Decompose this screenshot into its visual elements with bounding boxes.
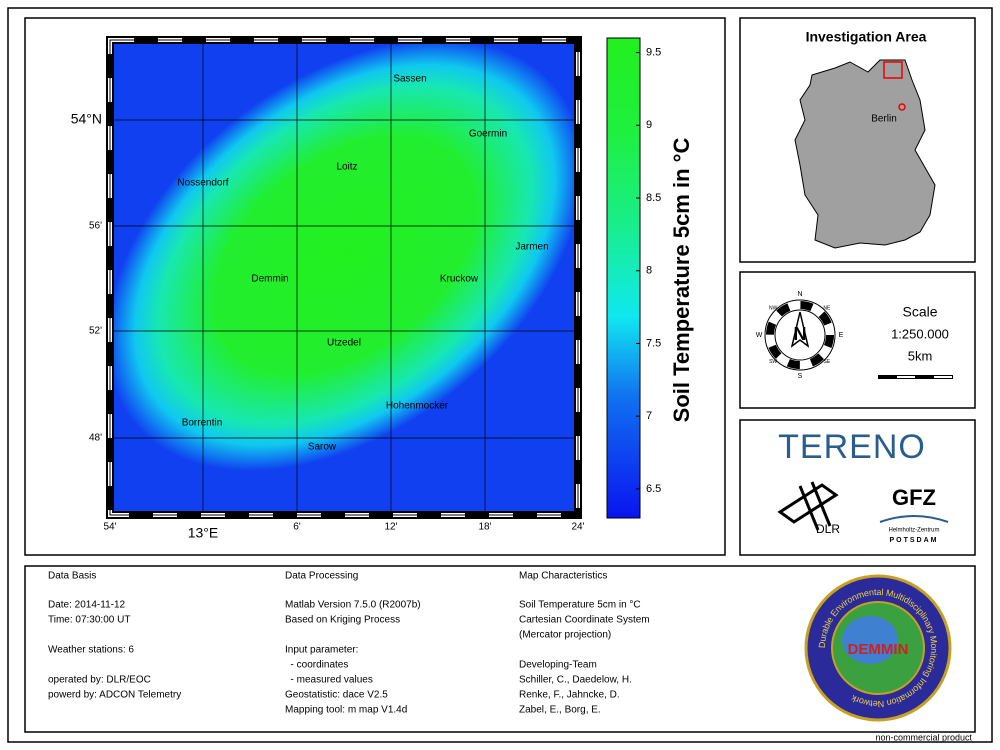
info-line: Developing-Team [519,660,597,671]
info-line: operated by: DLR/EOC [48,675,151,686]
compass-point: NE [823,305,831,311]
town-label: Utzedel [327,338,361,349]
compass-point: S [798,373,803,380]
info-line: powerd by: ADCON Telemetry [48,690,181,701]
lon-label: 54' [103,522,116,533]
lon-label: 6' [293,522,301,533]
town-label: Sassen [393,74,426,85]
heat-field [110,40,578,515]
compass-point: E [839,332,844,339]
scale-ratio: 1:250.000 [891,326,949,341]
scale-bar [878,375,953,379]
lat-label: 48' [89,433,102,444]
info-line: Weather stations: 6 [48,645,134,656]
town-label: Kruckow [440,274,479,285]
lon-label: 13°E [188,525,219,541]
lon-label: 12' [384,522,397,533]
lat-label: 52' [89,326,102,337]
compass-point: SE [824,359,831,365]
info-heading: Data Processing [285,571,358,582]
info-heading: Map Characteristics [519,571,607,582]
svg-text:N: N [794,324,807,344]
colorbar-tick-label: 9.5 [646,46,661,58]
compass-labels: N NE E SE S SW W NW [756,291,844,380]
colorbar [606,37,641,519]
info-line: (Mercator projection) [519,630,611,641]
info-line: Renke, F., Jahncke, D. [519,690,620,701]
compass-point: N [797,291,802,298]
town-label: Nossendorf [177,178,228,189]
outer-frame [7,7,993,743]
info-line: Soil Temperature 5cm in °C [519,600,641,611]
area-marker [883,61,903,79]
colorbar-tick-label: 9 [646,119,652,131]
compass-point: SW [769,359,777,365]
info-line: Geostatistic: dace V2.5 [285,690,388,701]
scale-title: Scale [902,304,937,320]
berlin-marker [898,103,906,111]
town-label: Goermin [469,129,507,140]
colorbar-tick-label: 7 [646,410,652,422]
info-columns: Data Basis Date: 2014-11-12 Time: 07:30:00… [48,571,650,716]
lon-label: 18' [478,522,491,533]
map-grid [110,40,578,515]
map-border [109,39,579,516]
warm-core [110,40,578,471]
town-label: Sarow [308,442,337,453]
town-label: Hohenmocker [386,401,449,412]
footer: non-commercial product [875,732,972,742]
info-line: Zabel, E., Borg, E. [519,705,601,716]
scale-panel [739,271,976,409]
colorbar-tick-label: 7.5 [646,337,661,349]
city-label: Berlin [871,114,897,125]
colorbar-tick-label: 8.5 [646,192,661,204]
logo-panel [739,419,976,556]
info-line: Schiller, C., Daedelow, H. [519,675,632,686]
info-line: - measured values [285,675,373,686]
lat-label: 54°N [71,111,102,127]
info-line: Cartesian Coordinate System [519,615,650,626]
gfz-logo: GFZ [892,485,936,510]
info-line: Date: 2014-11-12 [48,600,126,611]
town-label: Loitz [336,162,357,173]
gfz-sub2: POTSDAM [890,537,939,544]
lat-label: 56' [89,221,102,232]
tereno-logo: TERENO [778,428,926,466]
dlr-symbol [777,481,839,531]
info-line: Input parameter: [285,645,358,656]
demmin-title: DEMMIN [848,641,909,658]
dlr-logo: DLR [816,522,840,536]
town-label: Borrentin [182,418,223,429]
demmin-sea [842,616,898,664]
inset-title: Investigation Area [806,29,927,45]
colorbar-tick-label: 8 [646,265,652,277]
info-line: Matlab Version 7.5.0 (R2007b) [285,600,421,611]
info-line: Based on Kriging Process [285,615,400,626]
lon-label: 24' [571,522,584,533]
compass: N [764,299,836,371]
town-label: Demmin [251,274,288,285]
compass-point: NW [769,305,778,311]
gfz-arc [879,515,949,523]
scale-distance: 5km [908,348,933,363]
town-label: Jarmen [515,242,548,253]
germany [794,59,936,249]
info-line: - coordinates [285,660,348,671]
colorbar-tick-label: 6.5 [646,483,661,495]
compass-point: W [756,332,763,339]
info-line: Time: 07:30:00 UT [48,615,130,626]
gfz-sub1: Helmholtz-Zentrum [888,528,939,534]
colorbar-label: Soil Temperature 5cm in °C [669,138,694,423]
info-heading: Data Basis [48,571,96,582]
info-line: Mapping tool: m map V1.4d [285,705,407,716]
